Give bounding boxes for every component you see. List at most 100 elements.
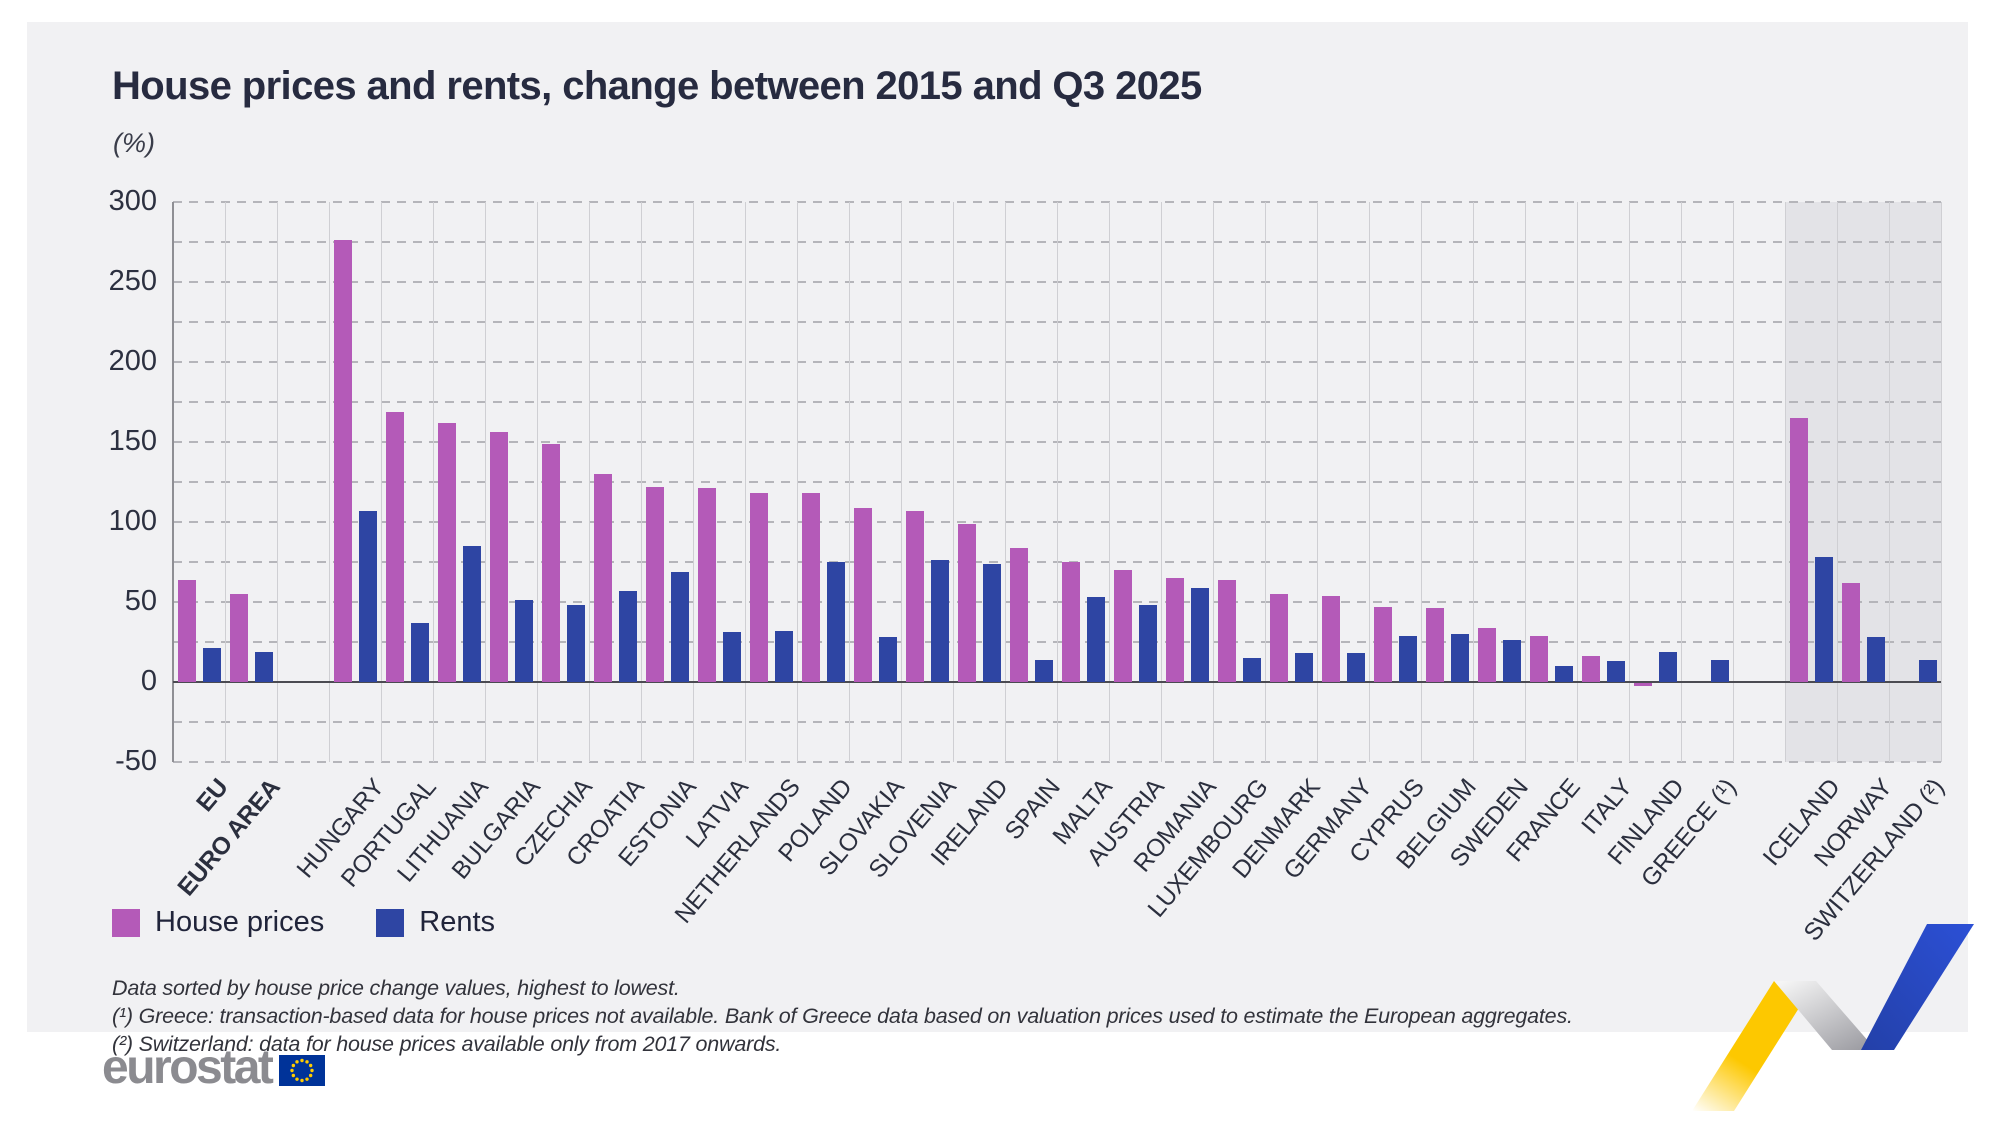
bar-house-prices (1113, 570, 1132, 682)
y-tick-label: -50 (115, 745, 157, 777)
bar-house-prices (333, 240, 352, 682)
bar-rents (1294, 653, 1313, 682)
bar-house-prices (645, 486, 664, 682)
bar-house-prices (1789, 418, 1808, 682)
bar-house-prices (801, 493, 820, 682)
bar-rents (462, 546, 481, 682)
chart-card: House prices and rents, change between 2… (27, 22, 1968, 1056)
gridline-vertical (1109, 202, 1110, 762)
gridline-vertical (849, 202, 850, 762)
footnote-switzerland: (²) Switzerland: data for house prices a… (112, 1032, 782, 1056)
plot-area: EU EURO AREA HUNGARY PORTUGAL LITHUANIA BULGA… (109, 185, 1950, 946)
bar-house-prices (437, 422, 456, 682)
bar-rents (774, 630, 793, 682)
legend-item-rents: Rents (376, 906, 495, 939)
gridline-vertical (1837, 202, 1838, 762)
bar-house-prices (177, 579, 196, 682)
bar-rents (514, 600, 533, 682)
chart-title: House prices and rents, change between 2… (112, 64, 1202, 108)
eu-flag-stars (290, 1058, 315, 1083)
eurostat-logo: eurostat (102, 1040, 326, 1095)
bar-house-prices (1061, 562, 1080, 682)
gridline-vertical (485, 202, 486, 762)
bar-house-prices (957, 523, 976, 682)
bar-rents (1034, 659, 1053, 682)
bar-house-prices (541, 443, 560, 682)
bar-rents (1346, 653, 1365, 682)
bar-house-prices (1529, 635, 1548, 682)
bar-rents (1190, 587, 1209, 682)
legend-label-rents: Rents (419, 906, 496, 938)
bar-house-prices (1009, 547, 1028, 682)
bar-house-prices (697, 488, 716, 682)
bar-rents (1866, 637, 1885, 682)
bar-rents (254, 651, 273, 682)
y-tick-label: 300 (108, 185, 157, 217)
y-tick-label: 100 (108, 505, 157, 537)
bar-rents (930, 560, 949, 682)
gridline-vertical (433, 202, 434, 762)
gridline-vertical (1629, 202, 1630, 762)
gridline-vertical (1421, 202, 1422, 762)
gridline-vertical (1057, 202, 1058, 762)
eurostat-logo-text: eurostat (102, 1041, 274, 1094)
gridline-vertical (1265, 202, 1266, 762)
bar-rents (1242, 658, 1261, 682)
bar-house-prices (1217, 579, 1236, 682)
gridline-vertical (1525, 202, 1526, 762)
trend-ribbon-decoration (1692, 924, 1974, 1111)
gridline-vertical (1369, 202, 1370, 762)
bar-house-prices (1165, 578, 1184, 682)
gridline-vertical (1005, 202, 1006, 762)
bar-house-prices (749, 493, 768, 682)
gridline-vertical (589, 202, 590, 762)
y-tick-label: 0 (140, 665, 157, 697)
bar-house-prices (1841, 582, 1860, 682)
bar-house-prices (1633, 683, 1652, 687)
bar-house-prices (1321, 595, 1340, 682)
bar-rents (1502, 640, 1521, 682)
legend: House prices Rents (112, 906, 495, 939)
bar-house-prices (489, 432, 508, 682)
y-axis-line (172, 202, 174, 762)
bar-house-prices (853, 507, 872, 682)
bar-rents (410, 622, 429, 682)
bar-rents (566, 605, 585, 682)
ribbon-blue-segment (1861, 924, 1974, 1050)
rents-swatch (376, 908, 405, 937)
footnote-sorting: Data sorted by house price change values… (112, 976, 680, 1000)
ribbon-grey-fold (1774, 981, 1876, 1050)
bar-rents (1398, 635, 1417, 682)
bar-rents (878, 637, 897, 682)
bar-rents (1554, 666, 1573, 682)
footnote-greece: (¹) Greece: transaction-based data for h… (112, 1004, 1573, 1028)
gridline-vertical (641, 202, 642, 762)
bar-rents (1450, 634, 1469, 682)
y-tick-label: 200 (108, 345, 157, 377)
bar-rents (670, 571, 689, 682)
gridline-vertical (1317, 202, 1318, 762)
bar-rents (1658, 651, 1677, 682)
bar-rents (1710, 659, 1729, 682)
bar-rents (1086, 597, 1105, 682)
gridline-vertical (537, 202, 538, 762)
gridline-vertical (693, 202, 694, 762)
gridline-vertical (1577, 202, 1578, 762)
bar-house-prices (905, 510, 924, 682)
y-tick-label: 250 (108, 265, 157, 297)
bar-house-prices (1425, 608, 1444, 682)
gridline-vertical (1733, 202, 1734, 762)
gridline-vertical (1889, 202, 1890, 762)
gridline-vertical (329, 202, 330, 762)
gridline-vertical (225, 202, 226, 762)
bar-rents (1918, 659, 1937, 682)
bar-rents (722, 632, 741, 682)
eu-flag-icon (279, 1055, 326, 1086)
gridline-vertical (1681, 202, 1682, 762)
gridline-vertical (953, 202, 954, 762)
bar-rents (826, 562, 845, 682)
gridline-vertical (1161, 202, 1162, 762)
bar-rents (1606, 661, 1625, 682)
footnotes: Data sorted by house price change values… (112, 974, 1573, 1058)
